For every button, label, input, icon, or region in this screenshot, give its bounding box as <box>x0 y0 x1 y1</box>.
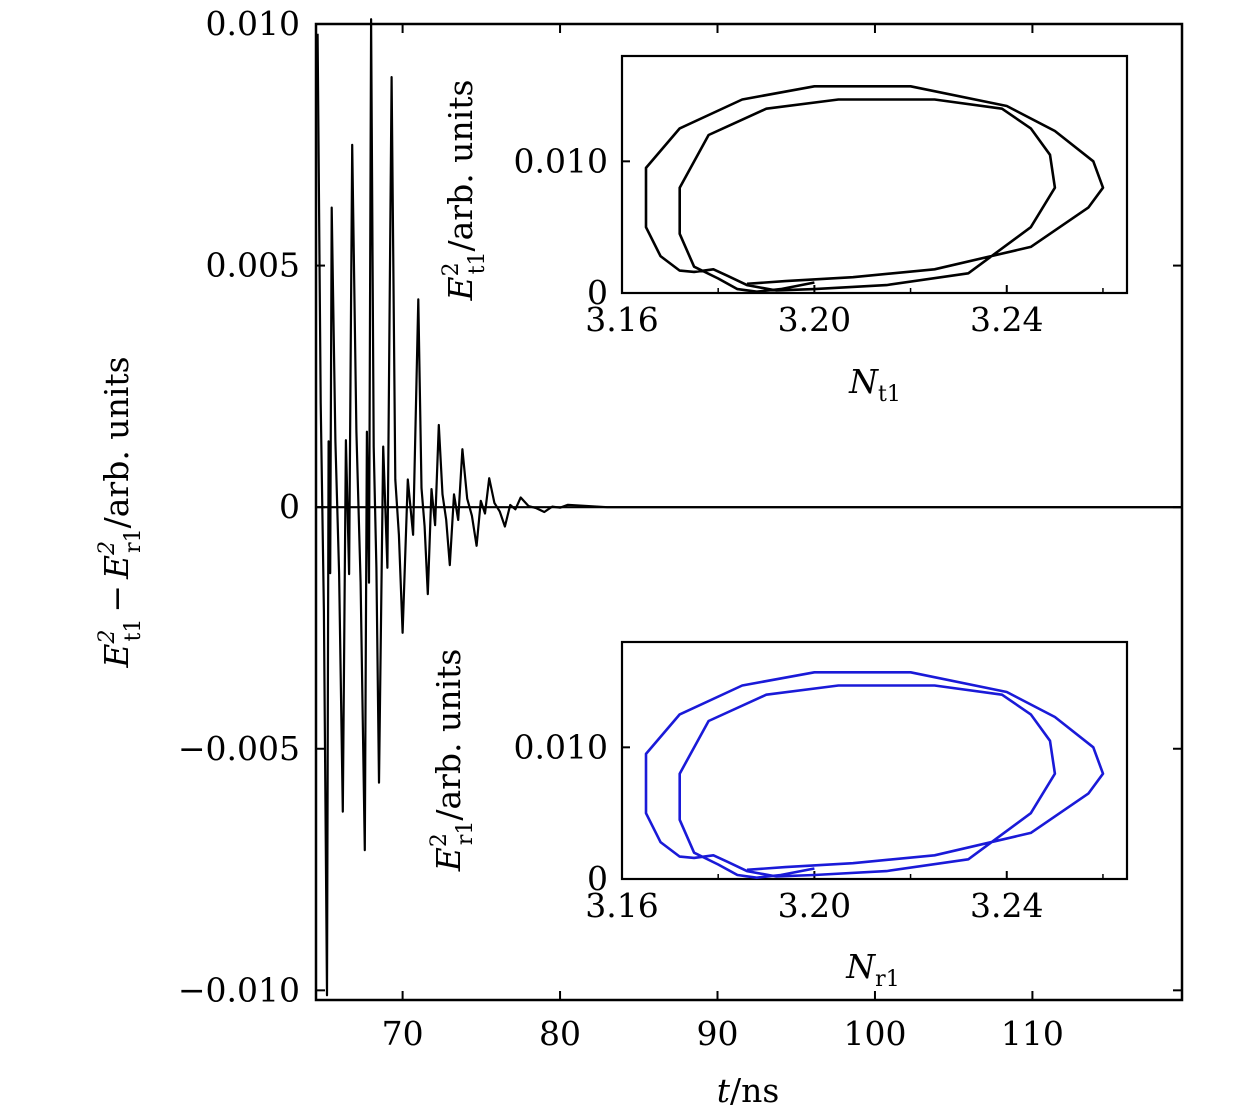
inset-top-y-tick-label: 0.010 <box>514 141 608 180</box>
main-y-minus: − <box>97 585 136 613</box>
inset-bottom-x-sub: r1 <box>875 967 900 992</box>
inset-top-y-sub: t1 <box>465 252 490 275</box>
inset-top-x-label: Nt1 <box>848 362 901 407</box>
main-y-e2-sub: r1 <box>121 528 146 553</box>
main-x-tick-label: 70 <box>382 1014 424 1053</box>
inset-top-x-tick-label: 3.16 <box>585 300 658 339</box>
main-y-tick-label: −0.005 <box>178 729 300 768</box>
inset-bottom-y-sup: 2 <box>427 833 452 847</box>
inset-top-y-var: E <box>441 276 480 301</box>
inset-bottom-y-tick-label: 0.010 <box>514 727 608 766</box>
inset-top-ticks: 3.16 3.20 3.24 0 0.010 <box>514 141 1104 339</box>
main-y-tick-label: 0.005 <box>206 246 300 285</box>
inset-bottom-y-var: E <box>429 847 468 872</box>
inset-bottom-y-tick-label: 0 <box>587 859 608 898</box>
main-x-axis-label: t/ns <box>717 1071 780 1110</box>
main-y-tick-label: 0 <box>279 487 300 526</box>
inset-bottom-y-unit: /arb. units <box>429 649 468 821</box>
main-x-unit: /ns <box>730 1071 779 1110</box>
inset-bottom-y-label: E2r1/arb. units <box>427 649 478 873</box>
inset-top-x-var: N <box>848 362 879 401</box>
main-y-unit: /arb. units <box>97 356 136 528</box>
inset-bottom-frame <box>620 640 1129 881</box>
main-plot-frame <box>314 22 1184 1002</box>
inset-top-frame <box>620 54 1129 295</box>
inset-top-x-tick-label: 3.24 <box>970 300 1043 339</box>
main-x-tick-label: 110 <box>1001 1014 1064 1053</box>
main-x-var: t <box>717 1071 731 1110</box>
main-ticks: 70 80 90 100 110 0.010 0.005 0 −0.005 −0.010 <box>178 4 1182 1053</box>
main-y-e2-sup: 2 <box>95 541 120 556</box>
inset-top-x-tick-label: 3.20 <box>778 300 851 339</box>
main-x-tick-label: 100 <box>843 1014 906 1053</box>
inset-top-y-label: E2t1/arb. units <box>439 80 490 302</box>
main-y-e2: E <box>97 555 136 580</box>
inset-top-curve <box>644 85 1105 293</box>
inset-bottom-x-tick-label: 3.20 <box>778 886 851 925</box>
inset-top-y-sup: 2 <box>439 262 464 276</box>
inset-bottom-curve <box>644 671 1105 879</box>
inset-top-y-unit: /arb. units <box>441 80 480 252</box>
inset-top-y-tick-label: 0 <box>587 273 608 312</box>
inset-bottom-x-var: N <box>845 947 876 986</box>
main-y-tick-label: 0.010 <box>206 4 300 43</box>
main-y-axis-label: E2t1−E2r1/arb. units <box>95 356 146 668</box>
main-series-line <box>316 18 1182 997</box>
main-y-e1-sup: 2 <box>95 629 120 644</box>
inset-bottom-x-tick-label: 3.24 <box>970 886 1043 925</box>
main-x-tick-label: 80 <box>539 1014 581 1053</box>
main-y-tick-label: −0.010 <box>178 970 300 1009</box>
inset-top-x-sub: t1 <box>878 382 901 407</box>
main-y-e1-sub: t1 <box>121 619 146 642</box>
inset-bottom-x-tick-label: 3.16 <box>585 886 658 925</box>
inset-bottom-y-sub: r1 <box>453 821 478 846</box>
main-y-e1: E <box>97 643 136 668</box>
inset-bottom-ticks: 3.16 3.20 3.24 0 0.010 <box>514 727 1104 925</box>
inset-bottom-x-label: Nr1 <box>845 947 899 992</box>
main-x-tick-label: 90 <box>697 1014 739 1053</box>
